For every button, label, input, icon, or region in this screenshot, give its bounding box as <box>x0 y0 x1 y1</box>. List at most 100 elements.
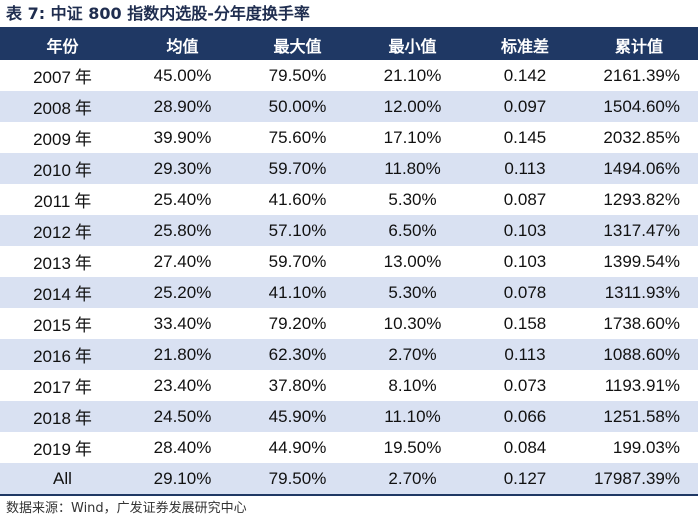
year-cell: All <box>0 463 125 496</box>
cumulative-cell: 2032.85% <box>580 122 698 153</box>
max-cell: 75.60% <box>240 122 355 153</box>
table-row: 2019 年 28.40% 44.90% 19.50% 0.084 199.03% <box>0 432 698 463</box>
year-unit: 年 <box>74 409 92 429</box>
std-cell: 0.073 <box>470 370 580 401</box>
turnover-table-container: 年份 均值 最大值 最小值 标准差 累计值 2007 年 45.00% 79.50% 2… <box>0 29 698 496</box>
year-cell: 2010 年 <box>0 153 125 184</box>
turnover-table: 年份 均值 最大值 最小值 标准差 累计值 2007 年 45.00% 79.50% 2… <box>0 29 698 496</box>
max-cell: 57.10% <box>240 215 355 246</box>
max-cell: 41.10% <box>240 277 355 308</box>
year-value: 2010 <box>33 161 71 180</box>
min-cell: 6.50% <box>355 215 470 246</box>
year-value: 2014 <box>33 285 71 304</box>
max-cell: 50.00% <box>240 91 355 122</box>
max-cell: 44.90% <box>240 432 355 463</box>
min-cell: 19.50% <box>355 432 470 463</box>
min-cell: 21.10% <box>355 60 470 91</box>
cumulative-cell: 1088.60% <box>580 339 698 370</box>
mean-cell: 45.00% <box>125 60 240 91</box>
min-cell: 17.10% <box>355 122 470 153</box>
year-value: 2019 <box>33 440 71 459</box>
std-cell: 0.113 <box>470 339 580 370</box>
header-max: 最大值 <box>240 29 355 60</box>
min-cell: 11.80% <box>355 153 470 184</box>
mean-cell: 27.40% <box>125 246 240 277</box>
year-value: 2015 <box>33 316 71 335</box>
mean-cell: 33.40% <box>125 308 240 339</box>
cumulative-cell: 1311.93% <box>580 277 698 308</box>
year-value: 2018 <box>33 409 71 428</box>
year-unit: 年 <box>74 192 92 212</box>
mean-cell: 39.90% <box>125 122 240 153</box>
table-row: 2016 年 21.80% 62.30% 2.70% 0.113 1088.60% <box>0 339 698 370</box>
year-cell: 2018 年 <box>0 401 125 432</box>
max-cell: 45.90% <box>240 401 355 432</box>
year-unit: 年 <box>74 316 92 336</box>
table-row: 2013 年 27.40% 59.70% 13.00% 0.103 1399.54% <box>0 246 698 277</box>
mean-cell: 29.10% <box>125 463 240 496</box>
table-row: 2018 年 24.50% 45.90% 11.10% 0.066 1251.58% <box>0 401 698 432</box>
year-unit: 年 <box>74 254 92 274</box>
std-cell: 0.127 <box>470 463 580 496</box>
year-cell: 2015 年 <box>0 308 125 339</box>
mean-cell: 24.50% <box>125 401 240 432</box>
cumulative-cell: 1494.06% <box>580 153 698 184</box>
year-unit: 年 <box>74 99 92 119</box>
max-cell: 79.50% <box>240 60 355 91</box>
title-divider <box>0 27 698 29</box>
year-value: 2013 <box>33 254 71 273</box>
cumulative-cell: 1399.54% <box>580 246 698 277</box>
table-row: 2009 年 39.90% 75.60% 17.10% 0.145 2032.85% <box>0 122 698 153</box>
mean-cell: 29.30% <box>125 153 240 184</box>
std-cell: 0.084 <box>470 432 580 463</box>
header-mean: 均值 <box>125 29 240 60</box>
min-cell: 2.70% <box>355 339 470 370</box>
year-value: 2017 <box>33 378 71 397</box>
mean-cell: 21.80% <box>125 339 240 370</box>
std-cell: 0.113 <box>470 153 580 184</box>
cumulative-cell: 1251.58% <box>580 401 698 432</box>
header-cumulative: 累计值 <box>580 29 698 60</box>
year-unit: 年 <box>74 440 92 460</box>
table-header: 年份 均值 最大值 最小值 标准差 累计值 <box>0 29 698 60</box>
table-title: 表 7: 中证 800 指数内选股-分年度换手率 <box>6 4 310 23</box>
year-unit: 年 <box>74 347 92 367</box>
min-cell: 8.10% <box>355 370 470 401</box>
std-cell: 0.142 <box>470 60 580 91</box>
year-value: 2011 <box>33 192 71 211</box>
std-cell: 0.103 <box>470 215 580 246</box>
table-row: 2008 年 28.90% 50.00% 12.00% 0.097 1504.60% <box>0 91 698 122</box>
cumulative-cell: 17987.39% <box>580 463 698 496</box>
cumulative-cell: 199.03% <box>580 432 698 463</box>
year-unit: 年 <box>74 223 92 243</box>
year-value: All <box>53 468 72 488</box>
year-value: 2016 <box>33 347 71 366</box>
table-row: 2007 年 45.00% 79.50% 21.10% 0.142 2161.39% <box>0 60 698 91</box>
cumulative-cell: 1738.60% <box>580 308 698 339</box>
source-note: 数据来源：Wind，广发证券发展研究中心 <box>6 501 247 516</box>
max-cell: 41.60% <box>240 184 355 215</box>
table-row: 2010 年 29.30% 59.70% 11.80% 0.113 1494.06% <box>0 153 698 184</box>
year-cell: 2007 年 <box>0 60 125 91</box>
header-row: 年份 均值 最大值 最小值 标准差 累计值 <box>0 29 698 60</box>
year-cell: 2014 年 <box>0 277 125 308</box>
cumulative-cell: 1504.60% <box>580 91 698 122</box>
year-value: 2008 <box>33 99 71 118</box>
std-cell: 0.078 <box>470 277 580 308</box>
mean-cell: 25.40% <box>125 184 240 215</box>
min-cell: 11.10% <box>355 401 470 432</box>
min-cell: 2.70% <box>355 463 470 496</box>
table-row: All 29.10% 79.50% 2.70% 0.127 17987.39% <box>0 463 698 496</box>
year-value: 2009 <box>33 130 71 149</box>
year-cell: 2011 年 <box>0 184 125 215</box>
table-row: 2017 年 23.40% 37.80% 8.10% 0.073 1193.91% <box>0 370 698 401</box>
cumulative-cell: 1193.91% <box>580 370 698 401</box>
std-cell: 0.097 <box>470 91 580 122</box>
table-row: 2011 年 25.40% 41.60% 5.30% 0.087 1293.82% <box>0 184 698 215</box>
year-cell: 2019 年 <box>0 432 125 463</box>
year-cell: 2017 年 <box>0 370 125 401</box>
mean-cell: 23.40% <box>125 370 240 401</box>
std-cell: 0.066 <box>470 401 580 432</box>
mean-cell: 28.90% <box>125 91 240 122</box>
min-cell: 5.30% <box>355 277 470 308</box>
